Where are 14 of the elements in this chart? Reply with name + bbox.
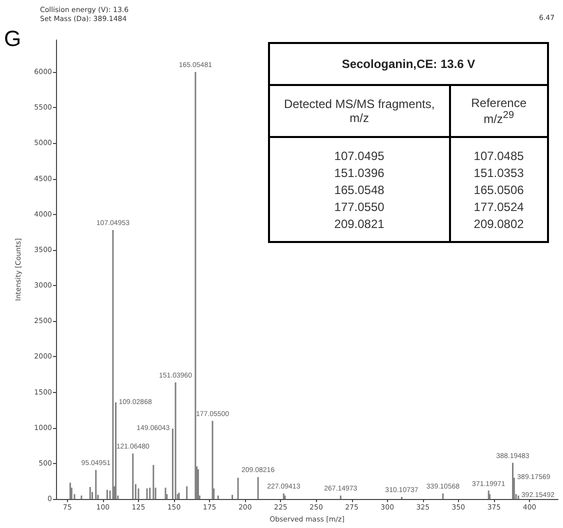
- annotation: Detected MS/MS fragments, m/z: [270, 85, 450, 137]
- text: Secologanin,CE: 13.6 V: [270, 44, 547, 85]
- annotation: 151.0353: [474, 166, 524, 180]
- annotation: 165.0548: [334, 183, 384, 197]
- annotation: Reference m/z$^{29}$: [450, 85, 547, 137]
- text: G: [4, 26, 22, 52]
- annotation: 209.0821: [334, 217, 384, 231]
- annotation: 177.0550: [334, 200, 384, 214]
- annotation: 209.0802: [474, 217, 524, 231]
- annotation: 107.0485: [474, 149, 524, 163]
- annotation: 107.0495: [334, 149, 384, 163]
- annotation: 177.0524: [474, 200, 524, 214]
- annotation: 165.0506: [474, 183, 524, 197]
- annotation: 151.0396: [334, 166, 384, 180]
